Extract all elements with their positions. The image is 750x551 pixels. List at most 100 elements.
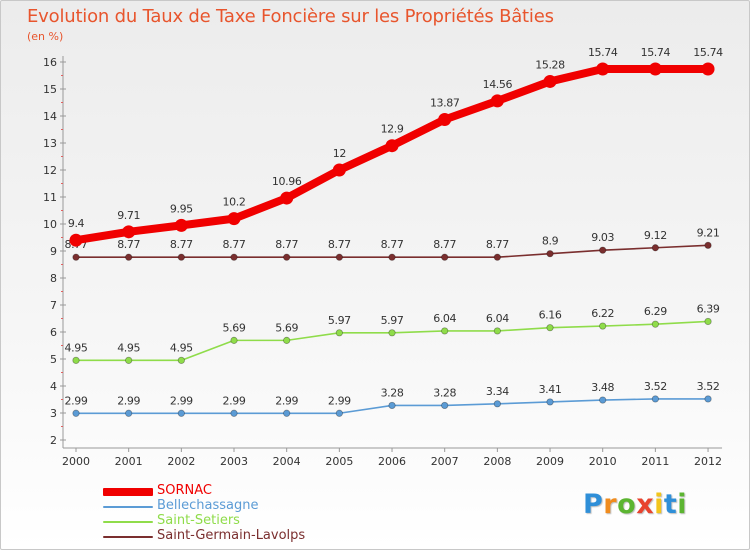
y-tick-label: 11 [43, 191, 57, 204]
data-point [493, 327, 501, 335]
data-label: 10.2 [223, 196, 246, 209]
data-point [596, 62, 610, 76]
series-bellechassagne: 2.99 2.99 2.99 2.99 2.99 2.99 3.28 3.28 3.34 3.41… [65, 380, 720, 417]
x-tick-label: 2000 [62, 455, 90, 468]
data-label: 12.9 [381, 123, 404, 136]
data-point [543, 74, 557, 88]
data-point [599, 396, 607, 404]
data-point [490, 94, 504, 108]
data-point [651, 244, 659, 252]
x-tick-label: 2001 [115, 455, 143, 468]
legend-swatch [103, 506, 153, 508]
y-tick-label: 5 [50, 353, 57, 366]
data-point [651, 395, 659, 403]
logo-letter: P [583, 489, 604, 520]
data-label: 15.74 [641, 46, 671, 59]
data-point [125, 356, 133, 364]
legend-label: Saint-Germain-Lavolps [157, 528, 306, 543]
data-label: 9.21 [697, 226, 720, 239]
proxiti-logo: Proxiti [583, 489, 687, 520]
data-label: 3.48 [591, 381, 614, 394]
data-point [332, 163, 346, 177]
logo-letter: t [663, 489, 678, 520]
x-tick-label: 2003 [220, 455, 248, 468]
legend-label: Bellechassagne [157, 498, 259, 513]
series-sornac: 9.4 9.71 9.95 10.2 10.96 12 12.9 13.87 14.56 15.2… [68, 46, 724, 247]
data-point [441, 327, 449, 335]
data-label: 2.99 [223, 394, 246, 407]
data-point [388, 329, 396, 337]
data-label: 15.74 [693, 46, 723, 59]
data-label: 9.03 [591, 231, 614, 244]
x-tick-label: 2005 [325, 455, 353, 468]
data-label: 2.99 [65, 394, 88, 407]
data-point [385, 139, 399, 153]
data-label: 6.04 [486, 312, 509, 325]
data-point [230, 409, 238, 417]
data-point [230, 253, 238, 261]
data-point [546, 324, 554, 332]
legend-label: Saint-Setiers [157, 513, 240, 528]
data-point [704, 317, 712, 326]
data-label: 3.28 [433, 386, 456, 399]
data-label: 4.95 [65, 341, 88, 354]
data-label: 9.4 [68, 217, 85, 230]
x-tick-label: 2008 [483, 455, 511, 468]
y-tick-label: 8 [50, 272, 57, 285]
data-point [704, 241, 712, 249]
data-label: 8.77 [486, 238, 509, 251]
x-tick-label: 2006 [378, 455, 406, 468]
y-tick-label: 3 [50, 407, 57, 420]
legend-swatch [103, 521, 153, 523]
data-label: 5.69 [275, 321, 298, 334]
data-label: 12 [333, 147, 346, 160]
data-point [388, 253, 396, 261]
data-point [546, 398, 554, 406]
data-label: 8.77 [381, 238, 404, 251]
data-label: 8.77 [433, 238, 456, 251]
data-label: 8.77 [223, 238, 246, 251]
y-tick-label: 10 [43, 218, 57, 231]
series-layer: 2.99 2.99 2.99 2.99 2.99 2.99 3.28 3.28 3.34 3.41… [65, 46, 724, 417]
data-label: 9.71 [117, 209, 140, 222]
data-point [335, 253, 343, 261]
y-tick-label: 9 [50, 245, 57, 258]
data-point [122, 225, 136, 239]
data-point [441, 253, 449, 261]
data-point [280, 191, 294, 205]
logo-letter: i [677, 489, 688, 520]
x-tick-label: 2009 [536, 455, 564, 468]
y-tick-label: 13 [43, 137, 57, 150]
y-tick-label: 6 [50, 326, 57, 339]
y-tick-label: 12 [43, 164, 57, 177]
data-point [599, 246, 607, 254]
data-point [388, 401, 396, 410]
series-saint-germain-lavolps: 8.778.778.778.778.778.778.778.778.778.99… [65, 226, 720, 261]
series-saint-setiers: 4.95 4.95 4.95 5.69 5.69 5.97 5.97 6.04 6.04 6.16… [65, 302, 720, 364]
y-tick-label: 14 [43, 110, 57, 123]
x-tick-label: 2012 [694, 455, 722, 468]
logo-letter: r [603, 489, 618, 520]
legend-swatch [103, 488, 153, 496]
y-tick-label: 15 [43, 83, 57, 96]
data-label: 15.74 [588, 46, 618, 59]
data-label: 5.69 [223, 321, 246, 334]
data-label: 6.39 [697, 302, 720, 315]
data-point [335, 409, 343, 417]
unit-label: (en %) [27, 30, 64, 43]
data-label: 8.77 [117, 238, 140, 251]
data-point [704, 395, 712, 403]
data-label: 15.28 [535, 58, 565, 71]
data-label: 4.95 [170, 341, 193, 354]
data-label: 10.96 [272, 175, 302, 188]
data-point [125, 409, 133, 417]
data-point [72, 409, 80, 417]
data-label: 8.77 [328, 238, 351, 251]
y-tick-label: 7 [50, 299, 57, 312]
data-point [335, 329, 343, 337]
data-label: 3.34 [486, 385, 509, 398]
chart-title: Evolution du Taux de Taxe Foncière sur l… [27, 6, 554, 27]
x-tick-label: 2010 [589, 455, 617, 468]
data-label: 6.16 [539, 309, 562, 322]
